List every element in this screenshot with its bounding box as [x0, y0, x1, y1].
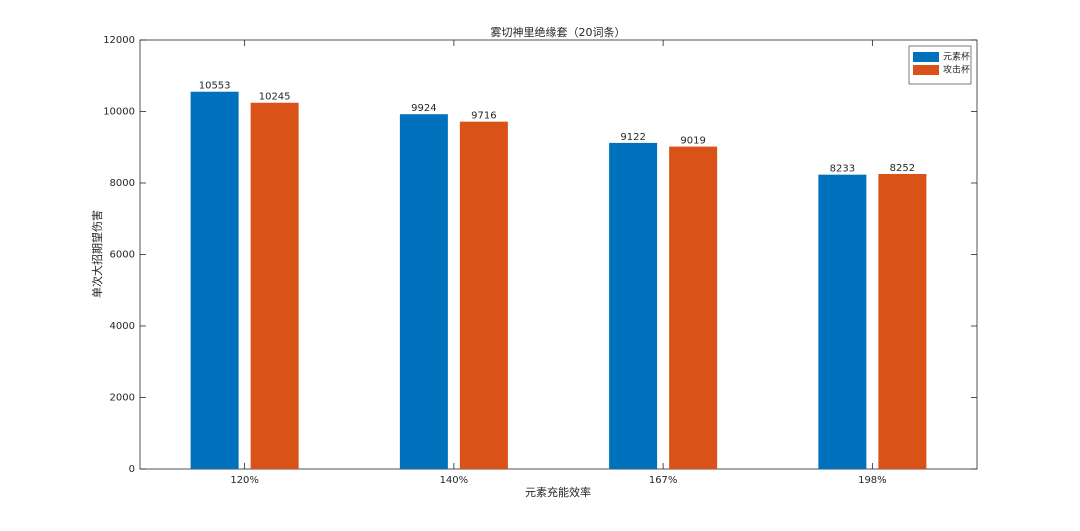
y-tick-label: 0	[129, 464, 135, 475]
x-axis-label: 元素充能效率	[525, 485, 591, 499]
y-tick-label: 4000	[110, 321, 135, 332]
chart-title: 雾切神里绝缘套（20词条）	[491, 25, 626, 39]
y-axis-label: 单次大招期望伤害	[90, 210, 104, 298]
data-label: 10553	[199, 81, 231, 92]
bar	[669, 146, 718, 470]
bar	[190, 91, 239, 469]
x-tick-label: 167%	[649, 475, 678, 486]
y-tick-label: 8000	[110, 178, 135, 189]
y-tick-label: 6000	[110, 250, 135, 261]
x-tick-label: 198%	[858, 475, 887, 486]
bar	[459, 121, 508, 469]
legend-swatch	[913, 52, 939, 62]
bar	[609, 142, 658, 470]
legend-label: 元素杯	[943, 51, 970, 63]
y-tick-label: 12000	[103, 35, 135, 46]
data-label: 10245	[259, 92, 291, 103]
data-label: 9019	[680, 136, 705, 147]
x-tick-label: 140%	[440, 475, 469, 486]
bar	[399, 114, 448, 469]
data-label: 9122	[620, 132, 645, 143]
x-tick-label: 120%	[230, 475, 259, 486]
bar	[878, 173, 927, 469]
data-label: 9716	[471, 111, 496, 122]
legend-swatch	[913, 65, 939, 75]
data-label: 9924	[411, 103, 436, 114]
bar	[818, 174, 867, 470]
y-tick-label: 2000	[110, 393, 135, 404]
y-tick-label: 10000	[103, 107, 135, 118]
data-label: 8252	[890, 163, 915, 174]
bar	[250, 102, 299, 470]
data-label: 8233	[830, 164, 855, 175]
legend-label: 攻击杯	[943, 64, 970, 76]
